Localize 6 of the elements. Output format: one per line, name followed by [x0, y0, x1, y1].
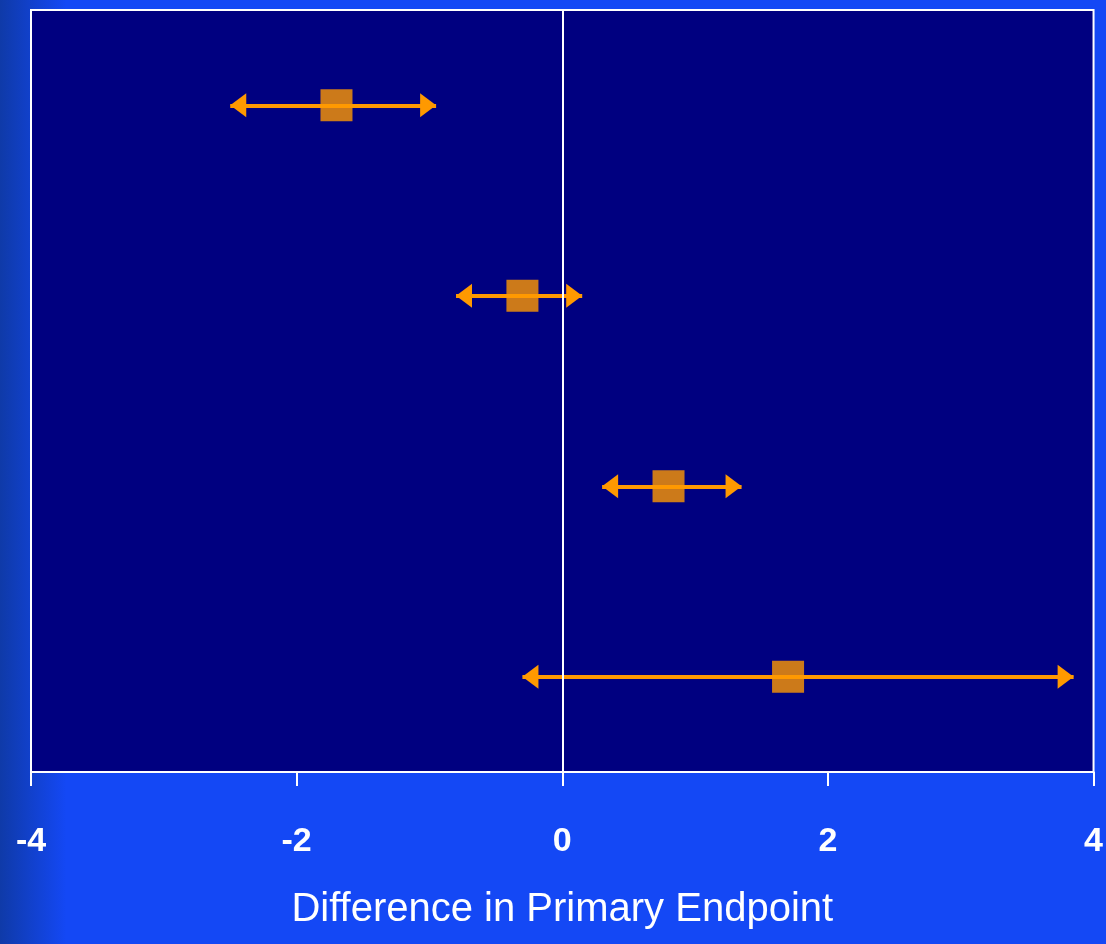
- x-axis-title: Difference in Primary Endpoint: [291, 885, 834, 929]
- x-tick-label: 4: [1084, 820, 1104, 858]
- x-tick-label: -4: [15, 820, 47, 858]
- x-tick-label: 0: [552, 820, 572, 858]
- x-tick-label: 2: [818, 820, 838, 858]
- x-tick-label: -2: [281, 820, 312, 858]
